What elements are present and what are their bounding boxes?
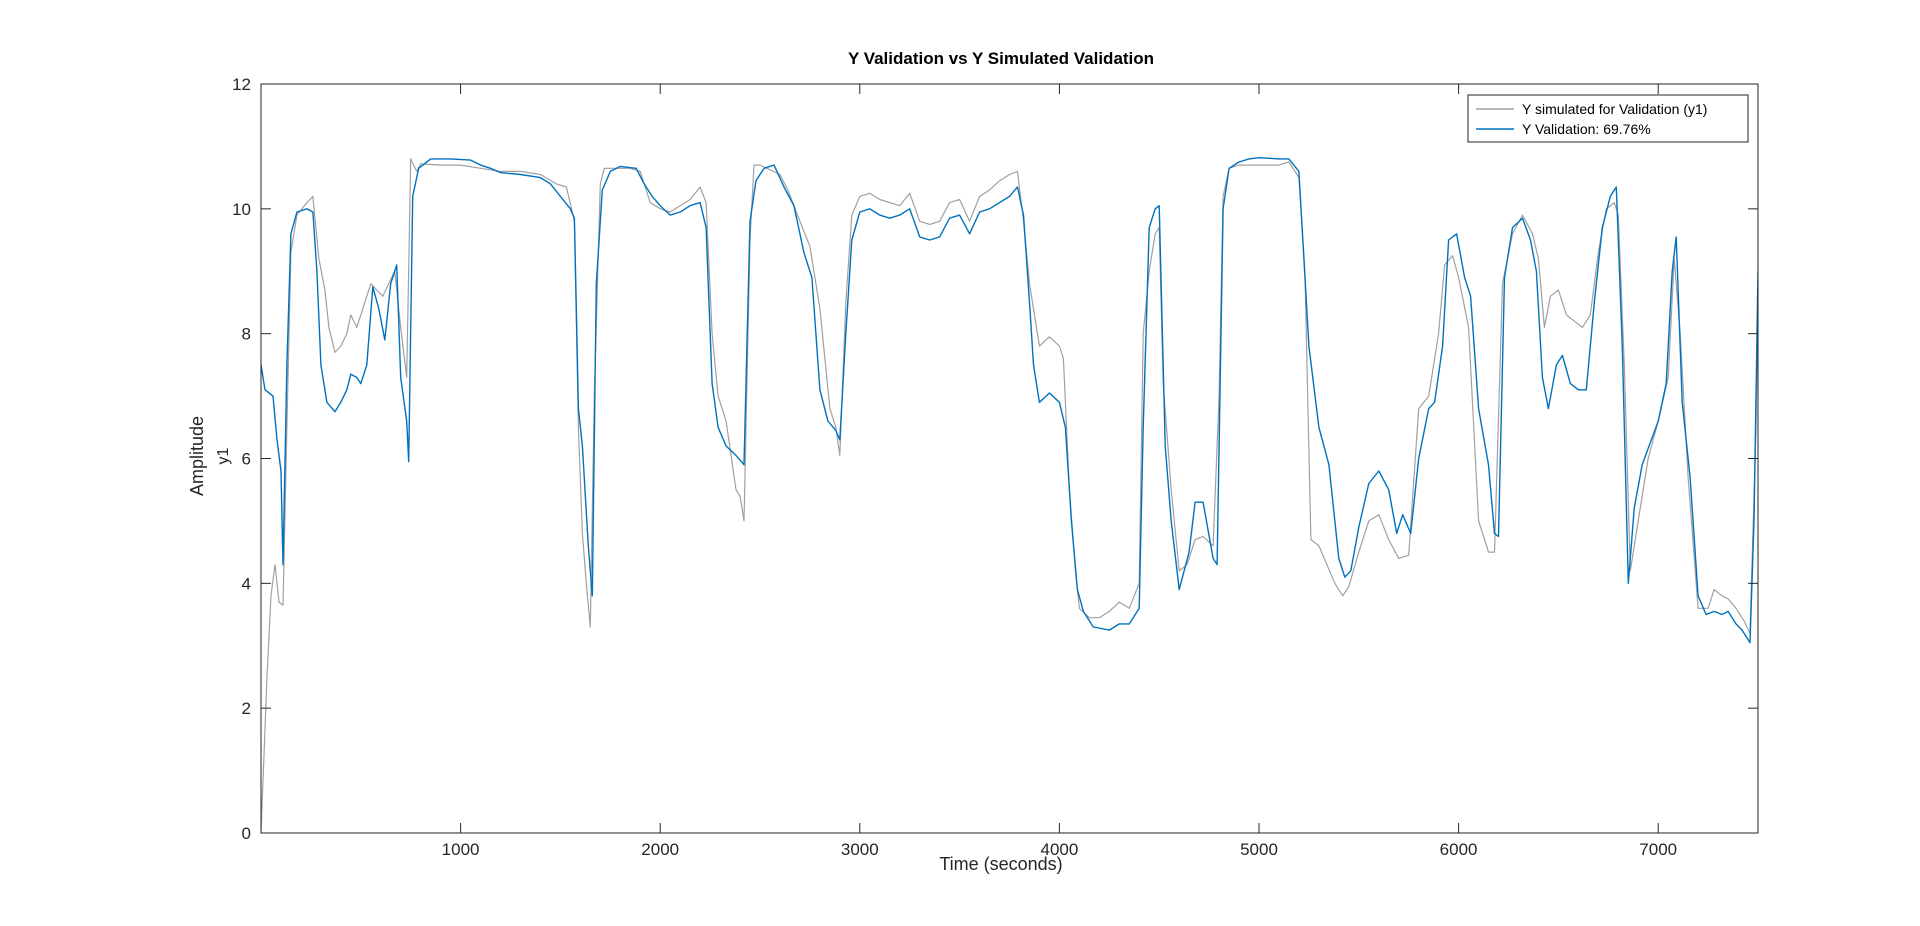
legend-box [1467, 94, 1749, 143]
y-tick-label: 10 [232, 200, 251, 219]
legend-label-1: Y simulated for Validation (y1) [1522, 101, 1707, 117]
x-tick-label: 2000 [641, 840, 679, 859]
legend: Y simulated for Validation (y1) Y Validat… [1467, 94, 1749, 143]
y-tick-label: 2 [242, 699, 251, 718]
x-tick-label: 4000 [1040, 840, 1078, 859]
x-tick-label: 5000 [1240, 840, 1278, 859]
y-tick-label: 8 [242, 325, 251, 344]
x-axis-label: Time (seconds) [939, 854, 1062, 874]
x-tick-label: 6000 [1440, 840, 1478, 859]
x-tick-label: 3000 [841, 840, 879, 859]
series-line-2 [261, 157, 1758, 644]
y-axis-channel-label: y1 [215, 447, 232, 464]
y-tick-label: 12 [232, 75, 251, 94]
y-tick-label: 4 [242, 574, 251, 593]
legend-label-2: Y Validation: 69.76% [1522, 121, 1651, 137]
axes: 1000 2000 3000 4000 5000 6000 7000 0 2 4 6 8 10 12 [232, 75, 1759, 859]
y-tick-label: 0 [242, 824, 251, 843]
x-tick-label: 1000 [442, 840, 480, 859]
series-line-1 [261, 158, 1758, 833]
chart-title: Y Validation vs Y Simulated Validation [848, 49, 1154, 68]
x-tick-label: 7000 [1639, 840, 1677, 859]
y-axis-label: Amplitude [187, 416, 207, 496]
plot-area [261, 157, 1758, 833]
y-tick-label: 6 [242, 450, 251, 469]
